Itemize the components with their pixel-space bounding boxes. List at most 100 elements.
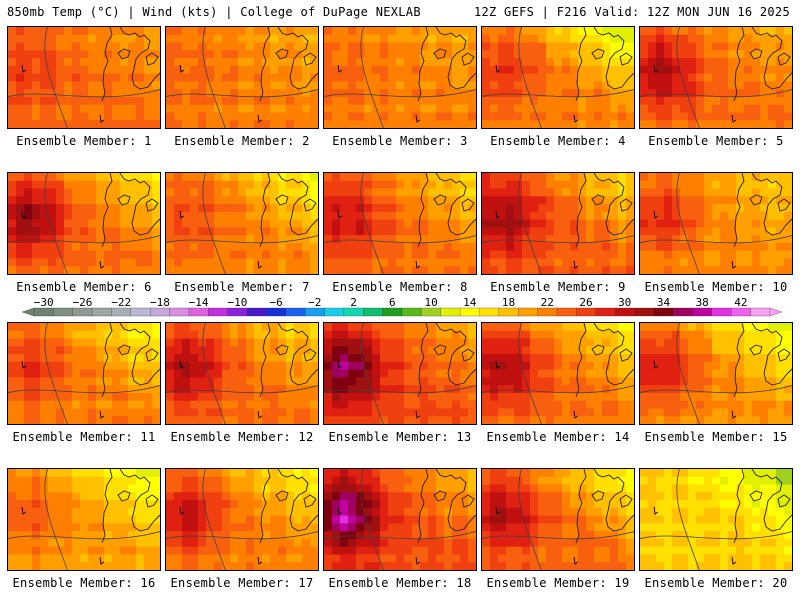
wind-barb — [573, 410, 579, 419]
height-contour — [166, 235, 318, 244]
colorbar-swatch — [401, 307, 422, 317]
ensemble-member-label: Ensemble Member: 2 — [174, 134, 310, 148]
colorbar-swatch — [285, 307, 306, 317]
ensemble-member-label: Ensemble Member: 14 — [486, 430, 630, 444]
colorbar-swatch — [188, 307, 209, 317]
colorbar-swatch — [130, 307, 151, 317]
ensemble-member-map — [639, 322, 793, 425]
colorbar-tick-label: 42 — [734, 297, 747, 309]
ensemble-member-map — [481, 468, 635, 571]
height-contour — [676, 323, 700, 424]
height-contour — [482, 531, 634, 540]
temperature-field — [166, 173, 318, 274]
colorbar-swatch — [208, 307, 229, 317]
colorbar-tick-label: −26 — [72, 297, 92, 309]
wind-barb — [99, 410, 105, 419]
great-lakes-coastline — [575, 173, 634, 248]
colorbar-tick-label: 34 — [657, 297, 671, 309]
temperature-field — [166, 27, 318, 128]
wind-barb — [653, 210, 659, 219]
ensemble-member-label: Ensemble Member: 6 — [16, 280, 152, 294]
ensemble-member-map — [323, 322, 477, 425]
wind-barb — [337, 210, 343, 219]
height-contour — [640, 89, 792, 98]
run-valid-time: 12Z GEFS | F216 Valid: 12Z MON JUN 16 20… — [473, 5, 790, 19]
ensemble-member-label: Ensemble Member: 12 — [170, 430, 314, 444]
temperature-colorbar: −30 −26 −22 −18 −14 −10 −6 −2 2 6 10 14 18 22 26 30 34 38… — [21, 297, 783, 317]
colorbar-tick-label: −6 — [269, 297, 282, 309]
ensemble-member-map — [481, 26, 635, 129]
colorbar-tick-label: 22 — [541, 297, 554, 309]
ensemble-member-label: Ensemble Member: 11 — [12, 430, 156, 444]
colorbar-tick-label: −2 — [308, 297, 321, 309]
colorbar-swatch — [382, 307, 403, 317]
great-lakes-coastline — [101, 469, 160, 544]
ensemble-member-map — [323, 26, 477, 129]
colorbar-swatch — [692, 307, 713, 317]
ensemble-member-label: Ensemble Member: 5 — [648, 134, 784, 148]
height-contour — [324, 235, 476, 244]
great-lakes-coastline — [575, 469, 634, 544]
wind-barb — [731, 556, 737, 565]
ensemble-member-label: Ensemble Member: 16 — [12, 576, 156, 590]
colorbar-swatch — [266, 307, 287, 317]
colorbar-swatch — [305, 307, 325, 317]
colorbar-swatch — [731, 307, 752, 317]
height-contour — [676, 173, 700, 274]
colorbar-tick-label: −22 — [111, 297, 131, 309]
temperature-field — [640, 173, 792, 274]
wind-barb — [731, 410, 737, 419]
ensemble-member-label: Ensemble Member: 13 — [328, 430, 472, 444]
colorbar-swatch — [576, 307, 597, 317]
temperature-field — [482, 323, 634, 424]
wind-barb — [257, 410, 263, 419]
temperature-field — [324, 469, 476, 570]
wind-barb — [179, 64, 185, 73]
colorbar-swatch — [614, 307, 635, 317]
height-contour — [676, 27, 700, 128]
ensemble-member-map — [481, 172, 635, 275]
height-contour — [202, 323, 226, 424]
colorbar-swatch — [169, 307, 190, 317]
height-contour — [324, 385, 476, 394]
ensemble-member-map — [165, 468, 319, 571]
wind-barb — [257, 260, 263, 269]
wind-barb — [257, 114, 263, 123]
ensemble-member-map — [323, 468, 477, 571]
height-contour — [44, 27, 68, 128]
colorbar-swatch — [595, 307, 616, 317]
height-contour — [518, 323, 542, 424]
ensemble-member-map — [7, 26, 161, 129]
wind-barb — [653, 64, 659, 73]
great-lakes-coastline — [417, 469, 476, 544]
colorbar-tick-label: 18 — [502, 297, 515, 309]
colorbar-swatch — [363, 307, 384, 317]
colorbar-swatch — [246, 307, 267, 317]
ensemble-member-label: Ensemble Member: 7 — [174, 280, 310, 294]
great-lakes-coastline — [259, 27, 318, 102]
wind-barb — [495, 210, 501, 219]
temperature-field — [324, 173, 476, 274]
colorbar-tick-label: 26 — [579, 297, 592, 309]
ensemble-member-map — [639, 468, 793, 571]
ensemble-member-map — [481, 322, 635, 425]
height-contour — [676, 469, 700, 570]
colorbar-swatch — [673, 307, 693, 317]
wind-barb — [573, 556, 579, 565]
colorbar-tick-label: 2 — [350, 297, 357, 309]
height-contour — [166, 531, 318, 540]
wind-barb — [653, 360, 659, 369]
wind-barb — [99, 556, 105, 565]
temperature-field — [324, 323, 476, 424]
ensemble-member-label: Ensemble Member: 17 — [170, 576, 314, 590]
colorbar-swatch — [343, 307, 364, 317]
wind-barb — [495, 360, 501, 369]
height-contour — [640, 531, 792, 540]
temperature-field — [640, 469, 792, 570]
colorbar-tick-label: −14 — [189, 297, 209, 309]
height-contour — [44, 469, 68, 570]
ensemble-member-label: Ensemble Member: 9 — [490, 280, 626, 294]
great-lakes-coastline — [259, 323, 318, 398]
height-contour — [8, 89, 160, 98]
wind-barb — [21, 506, 27, 515]
